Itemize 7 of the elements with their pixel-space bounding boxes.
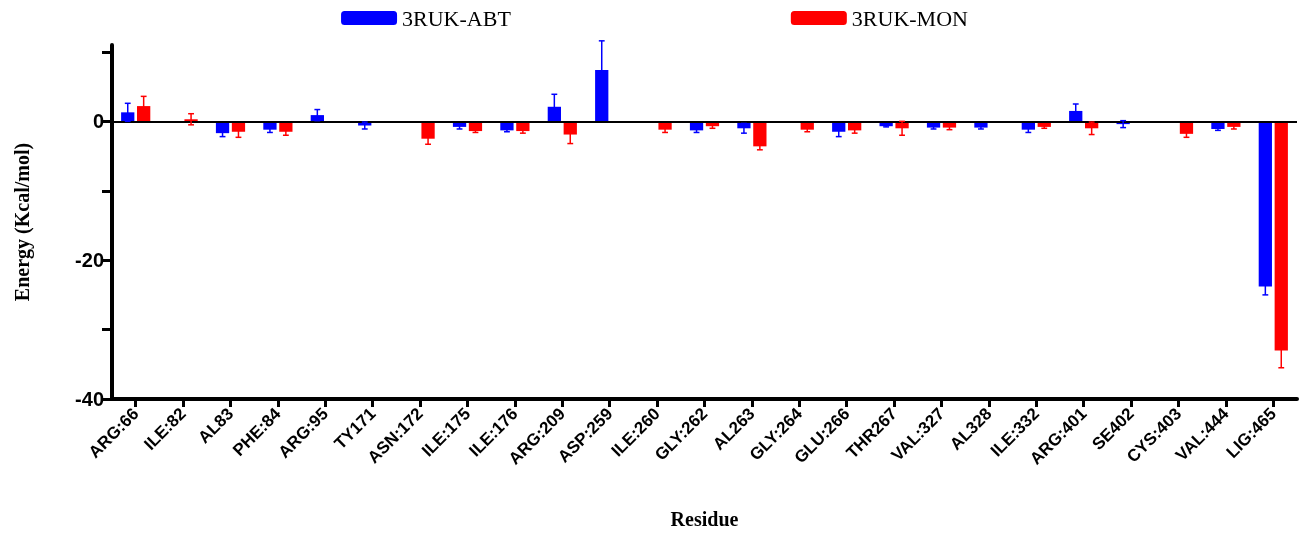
y-tick-label: 0 xyxy=(92,110,104,133)
y-tick-label: -40 xyxy=(75,388,104,410)
y-axis-title: Energy (Kcal/mol) xyxy=(11,142,34,302)
y-tick-label: -20 xyxy=(75,249,104,272)
x-axis-title: Residue xyxy=(670,508,739,530)
legend-label: 3RUK-ABT xyxy=(402,5,512,31)
legend-label: 3RUK-MON xyxy=(851,5,969,31)
